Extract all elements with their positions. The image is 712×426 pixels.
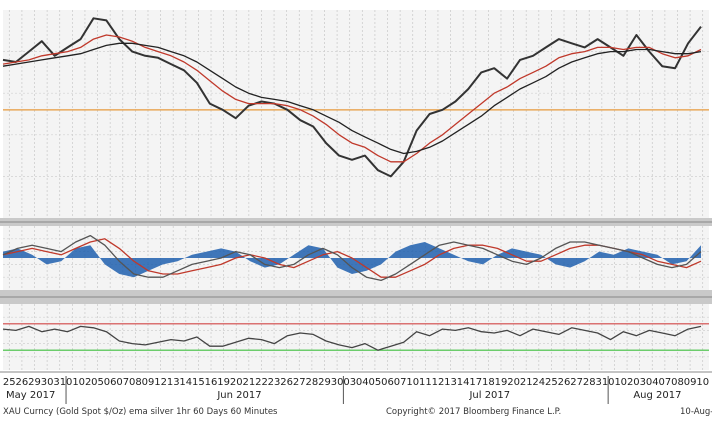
x-tick-label: 12 — [432, 377, 445, 388]
x-tick-label: 30 — [331, 377, 344, 388]
footer-date-text: 10-Aug-2 — [680, 407, 712, 417]
panel-rsi — [2, 304, 709, 370]
series-ema-fast — [2, 34, 702, 163]
x-tick-label: 24 — [532, 377, 545, 388]
x-tick-label: 27 — [293, 377, 306, 388]
x-tick-label: 26 — [558, 377, 571, 388]
x-tick-label: 25 — [545, 377, 558, 388]
x-tick-label: 26 — [16, 377, 29, 388]
x-tick-label: 10 — [406, 377, 419, 388]
x-tick-label: 07 — [394, 377, 407, 388]
x-tick-label: 21 — [242, 377, 255, 388]
x-tick-label: 13 — [444, 377, 457, 388]
x-tick-label: 06 — [381, 377, 394, 388]
x-tick-label: 05 — [91, 377, 104, 388]
x-tick-label: 28 — [306, 377, 319, 388]
x-tick-label: 15 — [192, 377, 205, 388]
panel-price — [2, 10, 709, 218]
month-label: May 2017 — [6, 390, 55, 401]
series-ema-slow — [2, 42, 702, 155]
x-tick-label: 01 — [66, 377, 79, 388]
x-tick-label: 20 — [507, 377, 520, 388]
panel-rsi-background — [3, 304, 709, 370]
series-rsi — [2, 325, 702, 351]
x-tick-label: 19 — [495, 377, 508, 388]
x-tick-label: 08 — [129, 377, 142, 388]
x-tick-label: 02 — [621, 377, 634, 388]
x-tick-label: 18 — [482, 377, 495, 388]
month-label: Jun 2017 — [216, 390, 261, 401]
x-tick-label: 12 — [154, 377, 167, 388]
footer-copyright-text: Copyright© 2017 Bloomberg Finance L.P. — [386, 407, 561, 417]
x-tick-label: 29 — [28, 377, 41, 388]
x-tick-label: 10 — [696, 377, 709, 388]
x-tick-label: 14 — [179, 377, 192, 388]
series-signal-line — [2, 238, 702, 278]
x-tick-label: 27 — [570, 377, 583, 388]
x-tick-label: 19 — [217, 377, 230, 388]
x-tick-label: 08 — [671, 377, 684, 388]
x-tick-label: 25 — [3, 377, 16, 388]
x-tick-label: 02 — [79, 377, 92, 388]
x-tick-label: 17 — [469, 377, 482, 388]
month-label: Jul 2017 — [468, 390, 510, 401]
x-tick-label: 03 — [633, 377, 646, 388]
series-fast-line — [2, 234, 702, 282]
x-tick-label: 23 — [268, 377, 281, 388]
x-tick-label: 04 — [646, 377, 659, 388]
x-tick-label: 09 — [142, 377, 155, 388]
series-price — [2, 17, 702, 178]
x-axis: 25 26 29 30 31 01 02 05 06 07 08 09 12 13 14 15 16 19 20 21… — [3, 376, 709, 404]
x-tick-label: 11 — [419, 377, 432, 388]
x-tick-label: 29 — [318, 377, 331, 388]
x-tick-label: 16 — [205, 377, 218, 388]
x-tick-label: 01 — [608, 377, 621, 388]
x-tick-label: 07 — [116, 377, 129, 388]
x-tick-label: 31 — [53, 377, 66, 388]
x-tick-label: 06 — [104, 377, 117, 388]
x-tick-label: 28 — [583, 377, 596, 388]
x-tick-label: 20 — [230, 377, 243, 388]
x-tick-label: 14 — [457, 377, 470, 388]
x-tick-label: 22 — [255, 377, 268, 388]
footer-left-text: XAU Curncy (Gold Spot $/Oz) ema silver 1… — [3, 407, 278, 417]
x-tick-label: 31 — [595, 377, 608, 388]
x-tick-label: 13 — [167, 377, 180, 388]
chart-panels — [0, 10, 712, 373]
x-tick-label: 09 — [684, 377, 697, 388]
panel-oscillator — [2, 226, 709, 290]
series-histogram — [3, 242, 701, 278]
x-tick-label: 05 — [369, 377, 382, 388]
chart-footer: XAU Curncy (Gold Spot $/Oz) ema silver 1… — [3, 407, 712, 417]
month-label: Aug 2017 — [633, 390, 681, 401]
x-tick-label: 30 — [41, 377, 54, 388]
x-tick-label: 03 — [343, 377, 356, 388]
x-tick-label: 04 — [356, 377, 369, 388]
panel-price-background — [3, 10, 709, 218]
x-tick-label: 07 — [659, 377, 672, 388]
x-tick-label: 26 — [280, 377, 293, 388]
x-tick-label: 21 — [520, 377, 533, 388]
